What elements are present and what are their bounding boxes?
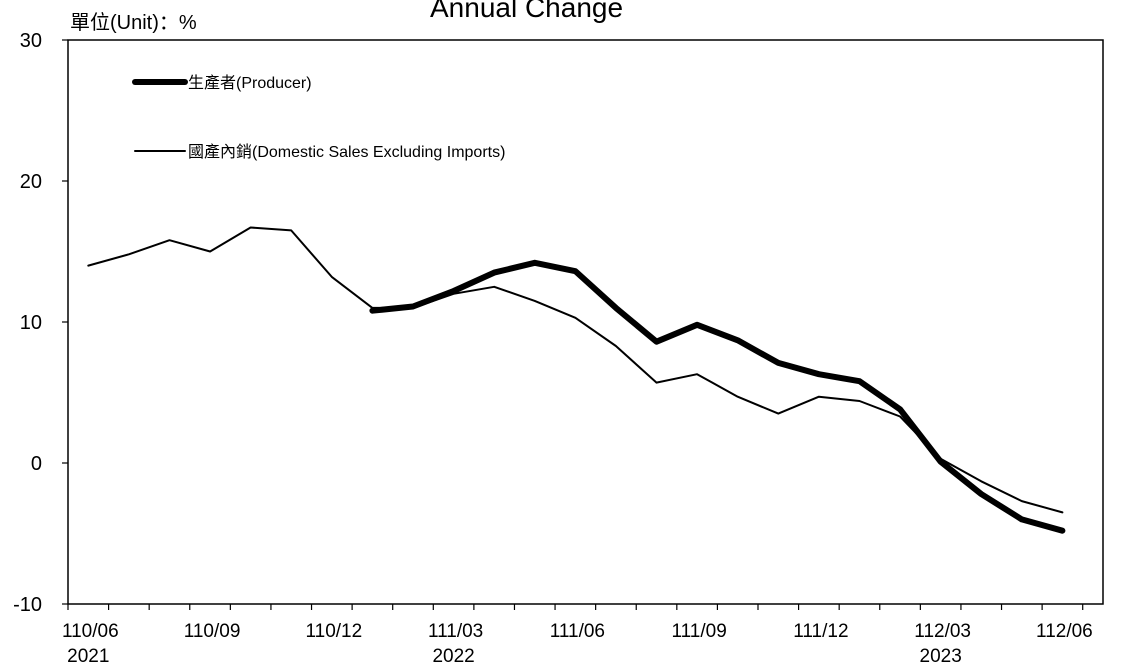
x-year-label: 2022	[432, 646, 474, 667]
legend-label: 生產者(Producer)	[188, 74, 312, 92]
x-year-label: 2021	[67, 646, 109, 667]
x-tick-label: 111/12	[793, 621, 848, 642]
y-tick-label: 0	[31, 453, 42, 475]
unit-label: 單位(Unit)：%	[70, 12, 197, 34]
x-tick-label: 110/12	[305, 621, 362, 642]
series-line-domestic-sales	[87, 226, 1064, 514]
y-tick-label: 30	[20, 30, 42, 52]
x-tick-label: 110/06	[62, 621, 119, 642]
x-tick-label: 111/09	[671, 621, 726, 642]
x-tick-label: 112/03	[914, 621, 971, 642]
x-tick-label: 110/09	[184, 621, 241, 642]
y-tick-label: -10	[13, 594, 42, 616]
plot-area-frame	[67, 39, 1104, 605]
series-line-producer	[369, 259, 1066, 534]
legend-label: 國產內銷(Domestic Sales Excluding Imports)	[188, 143, 505, 161]
y-tick-label: 20	[20, 171, 42, 193]
x-tick-label: 111/03	[428, 621, 483, 642]
chart-title: Annual Change	[430, 0, 624, 23]
x-tick-label: 111/06	[550, 621, 605, 642]
y-tick-label: 10	[20, 312, 42, 334]
x-tick-label: 112/06	[1036, 621, 1093, 642]
x-year-label: 2023	[920, 646, 962, 667]
